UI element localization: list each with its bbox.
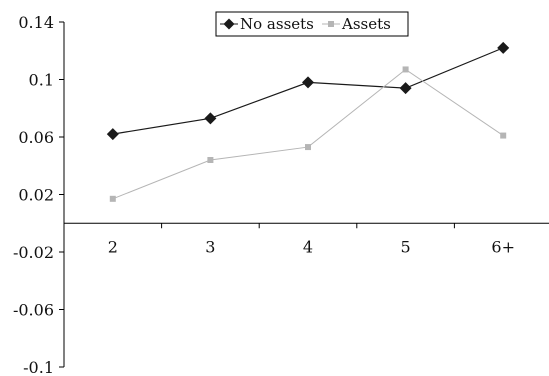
series-layer [106, 41, 510, 202]
legend: No assets Assets [215, 11, 409, 37]
data-point-no-assets [106, 128, 119, 141]
y-tick-label: 0.1 [29, 71, 54, 90]
legend-marker [223, 18, 235, 30]
data-point-assets [500, 132, 507, 139]
y-tick-label: -0.1 [23, 358, 54, 376]
legend-marker [328, 21, 334, 27]
legend-item-assets: Assets [322, 15, 391, 33]
series-line-assets [112, 68, 504, 200]
data-point-assets [109, 195, 116, 202]
data-point-assets [402, 66, 409, 73]
data-point-assets [207, 157, 214, 163]
data-point-no-assets [204, 112, 217, 125]
x-tick-label: 2 [108, 237, 118, 256]
data-point-no-assets [302, 76, 314, 89]
x-tick-label: 6+ [491, 237, 515, 256]
x-tick-label: 4 [303, 237, 313, 256]
x-tick-label: 5 [401, 237, 411, 256]
series-assets [109, 66, 507, 202]
y-tick-label: -0.02 [13, 243, 54, 262]
data-point-assets [305, 144, 311, 151]
series-no-assets [106, 41, 510, 141]
y-tick-label: -0.06 [13, 301, 54, 320]
x-tick-label: 3 [205, 237, 215, 256]
data-point-no-assets [497, 41, 510, 54]
y-tick-label: 0.02 [18, 186, 54, 205]
y-tick-label: 0.06 [18, 128, 54, 147]
y-tick-label: 0.14 [18, 13, 54, 32]
data-point-no-assets [399, 82, 412, 95]
legend-label: Assets [341, 15, 391, 33]
legend-box [215, 11, 409, 37]
axes: 0.14 0.1 0.06 0.02 -0.02 -0.06 -0.1 2 3 4 5 6+ [13, 13, 549, 376]
legend-label: No assets [240, 15, 314, 33]
legend-item-no-assets: No assets [220, 15, 314, 33]
series-line-no-assets [112, 47, 504, 135]
